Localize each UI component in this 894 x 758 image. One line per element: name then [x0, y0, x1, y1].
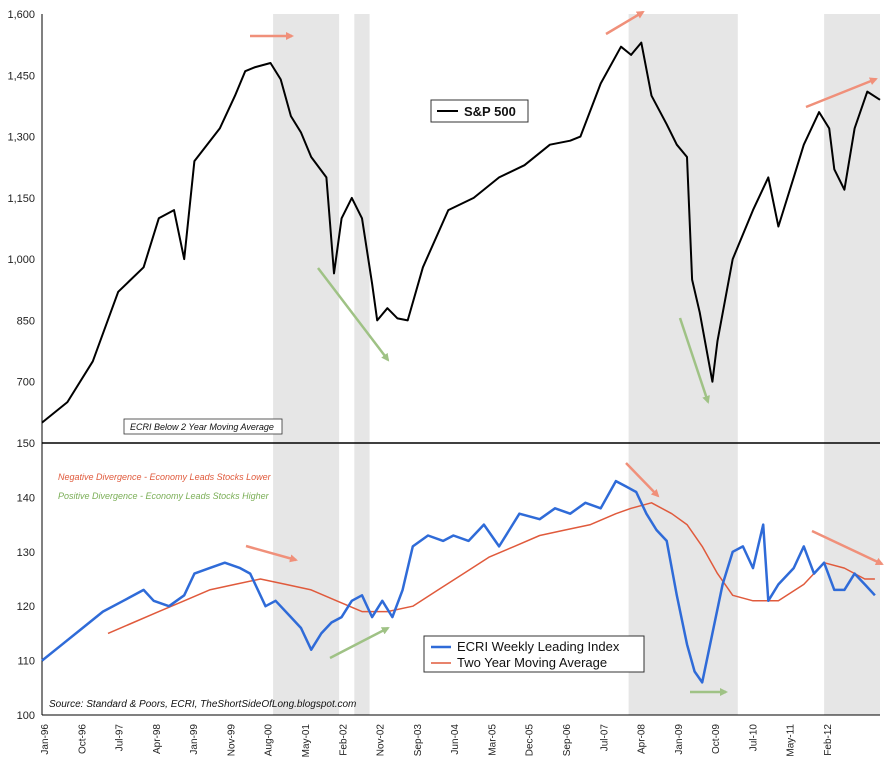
neg-arrow-5 — [625, 462, 660, 498]
ecri-line — [41, 479, 876, 684]
x-tick-label: Apr-98 — [152, 724, 163, 754]
x-tick-label: Nov-99 — [226, 724, 237, 757]
sp500-legend-label: S&P 500 — [464, 104, 516, 119]
recession-band-1 — [354, 14, 370, 715]
recession-band-0 — [273, 14, 340, 715]
lower-y-tick-label: 130 — [17, 547, 35, 559]
source-note: Source: Standard & Poors, ECRI, TheShort… — [49, 699, 356, 710]
x-ticks: Jan-96 Oct-96 Jul-97 Apr-98 Jan-99 Nov-99 Aug-… — [40, 724, 834, 758]
negative-divergence-note: Negative Divergence - Economy Leads Stoc… — [58, 472, 272, 482]
lower-y-tick-label: 120 — [17, 601, 35, 613]
pos-arrow-1 — [317, 267, 390, 362]
x-tick-label: Jan-09 — [674, 724, 685, 755]
recession-band-2 — [628, 14, 738, 715]
upper-y-ticks: 700 850 1,000 1,150 1,300 1,450 1,600 — [7, 9, 35, 389]
x-tick-label: Oct-09 — [711, 724, 722, 754]
x-tick-label: Jul-07 — [599, 724, 610, 752]
x-tick-label: Feb-12 — [823, 724, 834, 756]
upper-y-tick-label: 1,450 — [7, 70, 35, 82]
recession-shading — [273, 14, 880, 715]
x-tick-label: Sep-03 — [413, 724, 424, 757]
x-tick-label: Jun-04 — [450, 724, 461, 755]
sp500-line — [41, 41, 881, 424]
x-tick-label: Apr-08 — [637, 724, 648, 754]
recession-label: ECRI Below 2 Year Moving Average — [130, 422, 274, 432]
lower-y-tick-label: 150 — [17, 438, 35, 450]
pos-arrow-3 — [329, 626, 390, 660]
x-tick-label: May-11 — [786, 724, 797, 757]
ecri-legend-label: ECRI Weekly Leading Index — [457, 639, 620, 654]
neg-arrow-4 — [245, 544, 298, 563]
lower-y-tick-label: 100 — [17, 710, 35, 722]
upper-y-tick-label: 1,000 — [7, 254, 35, 266]
x-tick-label: Jul-97 — [115, 724, 126, 752]
divergence-arrows — [245, 10, 884, 696]
x-tick-label: Aug-00 — [264, 724, 275, 757]
x-tick-label: Sep-06 — [562, 724, 573, 757]
x-tick-label: Mar-05 — [487, 724, 498, 756]
x-tick-label: Dec-05 — [525, 724, 536, 757]
neg-arrow-3 — [805, 77, 878, 109]
x-tick-label: Nov-02 — [376, 724, 387, 757]
neg-arrow-2 — [605, 10, 645, 36]
upper-y-tick-label: 1,600 — [7, 9, 35, 21]
positive-divergence-note: Positive Divergence - Economy Leads Stoc… — [58, 491, 270, 501]
lower-y-tick-label: 140 — [17, 492, 35, 504]
x-tick-label: Jan-99 — [189, 724, 200, 755]
neg-arrow-6 — [811, 529, 884, 566]
moving-average-line — [107, 502, 875, 635]
upper-y-tick-label: 700 — [17, 377, 35, 389]
x-tick-label: Jul-10 — [748, 724, 759, 752]
x-tick-label: Feb-02 — [338, 724, 349, 756]
upper-y-tick-label: 850 — [17, 315, 35, 327]
x-tick-label: Jan-96 — [40, 724, 51, 755]
x-tick-label: May-01 — [301, 724, 312, 758]
upper-y-tick-label: 1,300 — [7, 132, 35, 144]
ecri-legend: ECRI Weekly Leading Index Two Year Movin… — [423, 635, 645, 673]
recession-label-box: ECRI Below 2 Year Moving Average — [123, 418, 283, 435]
lower-y-tick-label: 110 — [17, 656, 35, 668]
series-lines — [41, 41, 881, 684]
upper-y-tick-label: 1,150 — [7, 193, 35, 205]
pos-arrow-2 — [678, 317, 710, 404]
recession-band-3 — [824, 14, 880, 715]
sp500-legend: S&P 500 — [430, 99, 529, 123]
lower-y-ticks: 100 110 120 130 140 150 — [17, 438, 35, 722]
ma-legend-label: Two Year Moving Average — [457, 655, 607, 670]
x-tick-label: Oct-96 — [77, 724, 88, 754]
